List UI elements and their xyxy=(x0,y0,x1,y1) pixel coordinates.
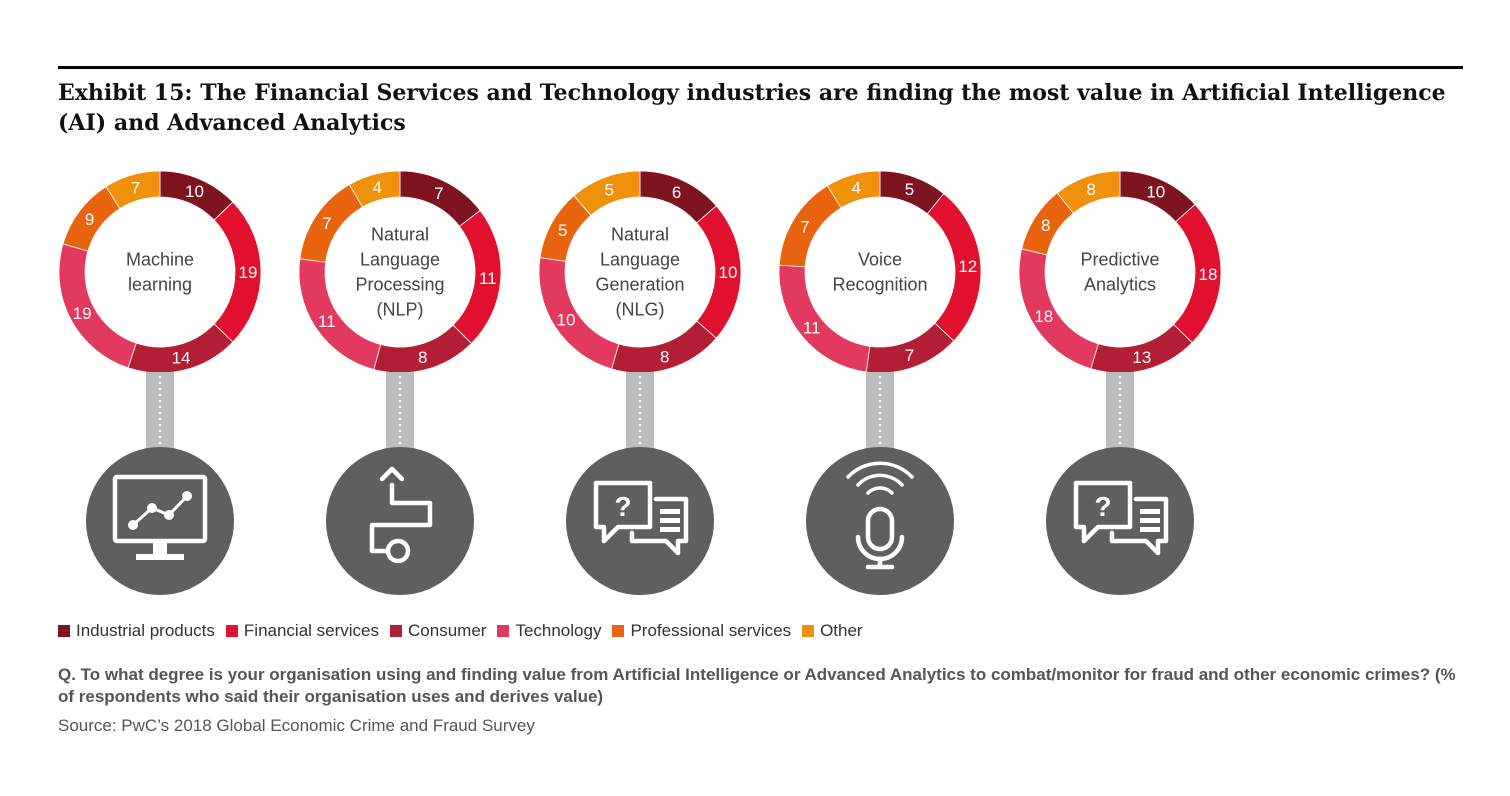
legend-swatch xyxy=(390,625,403,637)
donut-slice-other xyxy=(826,170,881,209)
source-note: Source: PwC’s 2018 Global Economic Crime… xyxy=(58,716,535,735)
icon-circle xyxy=(86,447,234,595)
legend-label: Financial services xyxy=(243,621,380,640)
legend-item-industrial-products: Industrial products xyxy=(58,621,215,641)
legend: Industrial products Financial services C… xyxy=(58,620,874,642)
center-label: learning xyxy=(128,275,192,295)
donut-chart: 6 10 8 10 5 5 Natural Language Generation (NLG) xyxy=(538,170,742,450)
donut-chart: 5 12 7 11 7 4 Voice Recognition xyxy=(778,170,982,450)
speech-bubbles-icon: ? xyxy=(1046,447,1194,595)
microphone-icon xyxy=(806,447,954,595)
slice-value-label: 11 xyxy=(318,312,336,331)
center-label: Predictive xyxy=(1080,250,1159,270)
center-label: Generation xyxy=(595,275,684,295)
svg-text:?: ? xyxy=(614,491,631,522)
slice-value-label: 6 xyxy=(672,183,681,202)
donut-slice-other xyxy=(573,170,641,216)
slice-value-label: 13 xyxy=(1132,348,1151,367)
icon-circle xyxy=(1046,447,1194,595)
slice-value-label: 18 xyxy=(1199,265,1218,284)
center-label: (NLP) xyxy=(376,300,423,320)
slice-value-label: 11 xyxy=(479,269,497,288)
slice-value-label: 14 xyxy=(172,348,191,367)
donut-slice-other xyxy=(1056,170,1121,214)
donut-slice-professional-services xyxy=(778,185,842,268)
slice-value-label: 5 xyxy=(558,221,567,240)
center-label: (NLG) xyxy=(616,300,665,320)
legend-label: Technology xyxy=(515,621,602,640)
center-label: Voice xyxy=(858,250,902,270)
donut-slice-technology xyxy=(58,243,137,369)
center-label: Recognition xyxy=(832,275,927,295)
top-rule xyxy=(58,66,1463,69)
legend-item-financial-services: Financial services xyxy=(225,621,380,641)
slice-value-label: 18 xyxy=(1034,307,1053,326)
slice-value-label: 8 xyxy=(660,347,669,366)
slice-value-label: 19 xyxy=(239,263,258,282)
center-label: Natural xyxy=(371,225,429,245)
slice-value-label: 7 xyxy=(322,214,331,233)
center-label: Analytics xyxy=(1084,275,1156,295)
slice-value-label: 10 xyxy=(719,263,738,282)
slice-value-label: 10 xyxy=(1146,183,1165,202)
slice-value-label: 5 xyxy=(905,180,914,199)
donut-slice-other xyxy=(105,170,161,210)
slice-value-label: 7 xyxy=(131,178,140,197)
slice-value-label: 8 xyxy=(1086,180,1095,199)
legend-item-other: Other xyxy=(802,621,863,641)
slice-value-label: 5 xyxy=(605,181,614,200)
legend-item-professional-services: Professional services xyxy=(612,621,791,641)
slice-value-label: 8 xyxy=(418,348,427,367)
icon-circle xyxy=(566,447,714,595)
slice-value-label: 7 xyxy=(905,346,914,365)
legend-swatch xyxy=(802,625,815,637)
legend-swatch xyxy=(612,625,625,637)
donut-slice-other xyxy=(348,170,401,208)
slice-value-label: 19 xyxy=(73,304,92,323)
legend-item-technology: Technology xyxy=(497,621,601,641)
slice-value-label: 7 xyxy=(800,217,809,236)
survey-question: Q. To what degree is your organisation u… xyxy=(58,665,1456,706)
icon-circle xyxy=(326,447,474,595)
slice-value-label: 10 xyxy=(185,182,204,201)
svg-text:?: ? xyxy=(1094,491,1111,522)
speech-bubbles-icon: ? xyxy=(566,447,714,595)
center-label: Language xyxy=(360,250,440,270)
slice-value-label: 11 xyxy=(803,319,821,338)
center-label: Processing xyxy=(355,275,444,295)
donut-chart: 10 18 13 18 8 8 Predictive Analytics xyxy=(1018,170,1222,450)
legend-label: Professional services xyxy=(630,621,792,640)
slice-value-label: 7 xyxy=(434,184,443,203)
donut-charts: 10 19 14 19 9 7 Machine learning 7 11 8 11 7 4 Natural… xyxy=(58,170,1222,595)
legend-swatch xyxy=(58,625,70,637)
center-label: Language xyxy=(600,250,680,270)
legend-label: Industrial products xyxy=(76,621,215,640)
legend-swatch xyxy=(225,625,238,637)
legend-label: Other xyxy=(820,621,863,640)
slice-value-label: 9 xyxy=(85,210,94,229)
donut-chart: 10 19 14 19 9 7 Machine learning xyxy=(58,170,262,450)
legend-swatch xyxy=(497,625,510,637)
legend-label: Consumer xyxy=(408,621,487,640)
flow-path-icon xyxy=(326,447,474,595)
slice-value-label: 4 xyxy=(372,178,381,197)
center-label: Machine xyxy=(126,250,194,270)
icon-circle xyxy=(806,447,954,595)
slice-value-label: 4 xyxy=(852,178,861,197)
chart-title: Exhibit 15: The Financial Services and T… xyxy=(58,80,1446,136)
slice-value-label: 8 xyxy=(1041,216,1050,235)
slice-value-label: 12 xyxy=(958,257,977,276)
legend-item-consumer: Consumer xyxy=(390,621,486,641)
donut-chart: 7 11 8 11 7 4 Natural Language Processing (NLP) xyxy=(298,170,502,450)
slice-value-label: 10 xyxy=(557,311,576,330)
center-label: Natural xyxy=(611,225,669,245)
monitor-line-chart-icon xyxy=(86,447,234,595)
